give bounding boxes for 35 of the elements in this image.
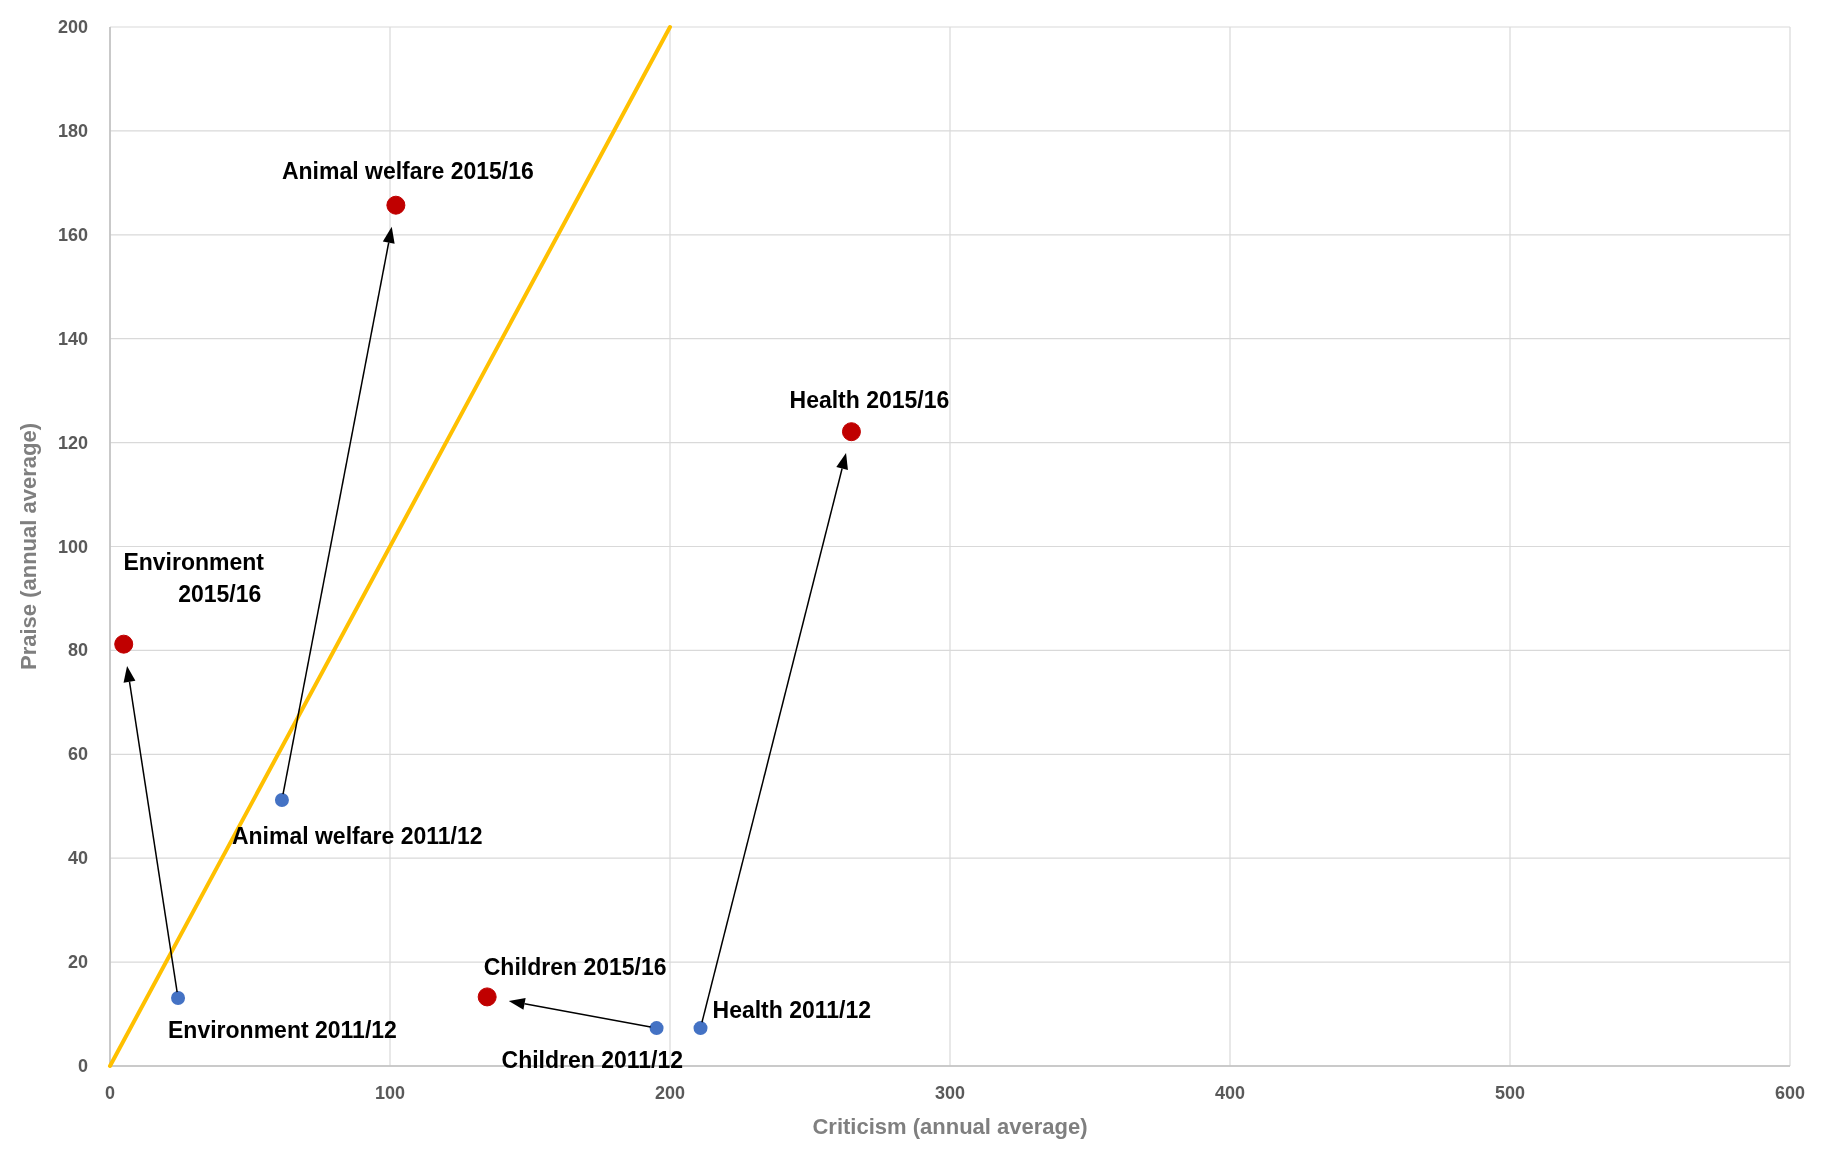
annotation: Children 2011/12	[501, 1047, 684, 1074]
y-tick-label: 100	[57, 536, 88, 557]
x-tick-label: 600	[1774, 1083, 1806, 1103]
x-tick-label: 500	[1494, 1083, 1526, 1103]
y-tick-label: 160	[57, 224, 88, 245]
y-tick-label: 40	[67, 848, 88, 869]
x-tick-label: 200	[654, 1083, 686, 1103]
x-tick-label: 100	[374, 1083, 406, 1103]
annotation: Health 2011/12	[712, 997, 872, 1024]
x-tick-label: 300	[934, 1083, 966, 1103]
y-tick-label: 20	[67, 952, 88, 973]
y-tick-label: 80	[67, 640, 88, 661]
y-tick-label: 60	[67, 744, 88, 765]
point	[649, 1021, 664, 1036]
y-tick-label: 140	[57, 328, 88, 349]
annotation: Environment 2015/16	[123, 549, 265, 608]
y-tick-label: 180	[57, 120, 88, 141]
annotation: Environment 2011/12	[168, 1016, 397, 1043]
point	[841, 422, 861, 442]
annotation: Health 2015/16	[789, 386, 950, 413]
annotation: Children 2015/16	[483, 953, 667, 980]
y-tick-label: 0	[77, 1056, 88, 1076]
point	[386, 195, 406, 215]
point	[477, 987, 497, 1007]
x-axis-title: Criticism (annual average)	[812, 1114, 1088, 1139]
x-tick-label: 0	[104, 1083, 116, 1103]
annotation: Animal welfare 2015/16	[281, 158, 534, 185]
y-tick-label: 200	[57, 17, 88, 37]
point	[274, 793, 289, 808]
y-tick-label: 120	[57, 432, 88, 453]
point	[114, 634, 134, 654]
y-axis-title: Praise (annual average)	[16, 422, 41, 671]
point	[693, 1021, 708, 1036]
point	[171, 990, 186, 1005]
x-tick-label: 400	[1214, 1083, 1246, 1103]
